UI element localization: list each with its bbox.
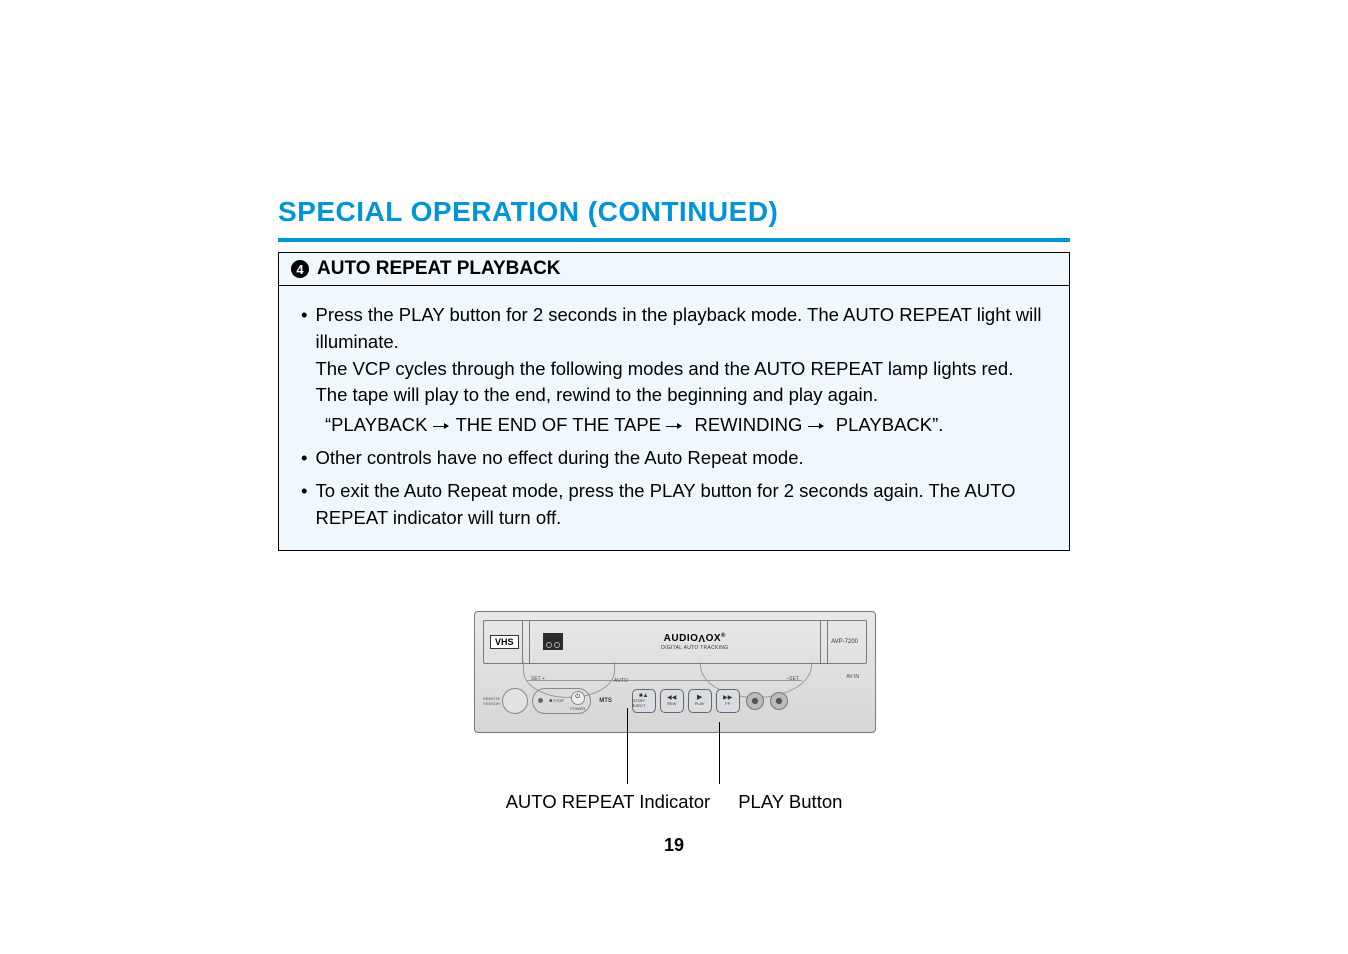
body-text: Press the PLAY button for 2 seconds in t… <box>315 302 1047 356</box>
page-number: 19 <box>0 835 1348 856</box>
device-top-panel: VHS AUDIOVOX® DIGITAL AUTO TRACKING AVP-… <box>483 620 867 664</box>
cassette-icon <box>543 633 563 650</box>
seq-text: PLAYBACK”. <box>836 414 944 435</box>
vhs-badge: VHS <box>490 635 519 649</box>
av-jack <box>746 692 764 710</box>
body-text: Other controls have no effect during the… <box>315 445 803 472</box>
callout-line <box>719 722 720 784</box>
box-body: • Press the PLAY button for 2 seconds in… <box>279 286 1069 550</box>
sequence-line: “PLAYBACK THE END OF THE TAPE REWINDING … <box>325 412 1047 439</box>
body-text: To exit the Auto Repeat mode, press the … <box>315 478 1047 532</box>
info-box: 4 AUTO REPEAT PLAYBACK • Press the PLAY … <box>278 252 1070 551</box>
seq-text: THE END OF THE TAPE <box>455 414 661 435</box>
stop-button: ■ STOP <box>549 698 564 704</box>
bullet-item: • Other controls have no effect during t… <box>301 445 1047 472</box>
led-indicator <box>538 698 543 703</box>
bullet-item: • To exit the Auto Repeat mode, press th… <box>301 478 1047 532</box>
av-jack <box>770 692 788 710</box>
bullet-item: • Press the PLAY button for 2 seconds in… <box>301 302 1047 409</box>
box-header: 4 AUTO REPEAT PLAYBACK <box>279 253 1069 286</box>
device-illustration: VHS AUDIOVOX® DIGITAL AUTO TRACKING AVP-… <box>474 611 874 813</box>
power-button: ⏻ POWER <box>570 691 585 711</box>
body-text: The VCP cycles through the following mod… <box>315 356 1047 410</box>
auto-label: AUTO <box>614 678 628 684</box>
section-title: SPECIAL OPERATION (CONTINUED) <box>278 196 1348 228</box>
rew-button: ◀◀ REW <box>660 689 684 713</box>
bullet-dot: • <box>301 302 307 409</box>
stop-eject-button: ■▲ STOP/ EJECT <box>632 689 656 713</box>
step-number-badge: 4 <box>291 260 309 278</box>
divider <box>529 621 530 663</box>
play-button-callout: PLAY Button <box>738 791 842 813</box>
seq-text: “PLAYBACK <box>325 414 427 435</box>
ff-button: ▶▶ FF <box>716 689 740 713</box>
divider <box>820 621 821 663</box>
brand-label: AUDIOVOX® <box>573 633 818 644</box>
box-header-title: AUTO REPEAT PLAYBACK <box>317 258 561 280</box>
horizontal-rule <box>278 238 1070 242</box>
model-label: AVP-7200 <box>831 639 858 645</box>
play-button: ▶ PLAY <box>688 689 712 713</box>
bullet-dot: • <box>301 478 307 532</box>
control-group: ■ STOP ⏻ POWER <box>532 688 591 714</box>
mts-label: MTS <box>599 698 612 704</box>
divider <box>522 621 523 663</box>
divider <box>827 621 828 663</box>
callout-labels: AUTO REPEAT Indicator PLAY Button <box>474 791 874 813</box>
vcp-device: VHS AUDIOVOX® DIGITAL AUTO TRACKING AVP-… <box>474 611 876 733</box>
device-bottom-panel: SET + –SET AV IN REMOTESENSOR ■ STOP <box>483 670 867 724</box>
callout-line <box>627 708 628 784</box>
auto-repeat-callout: AUTO REPEAT Indicator <box>506 791 711 813</box>
remote-sensor <box>502 688 528 714</box>
bullet-dot: • <box>301 445 307 472</box>
av-in-label: AV IN <box>846 674 859 680</box>
brand-subtitle: DIGITAL AUTO TRACKING <box>573 645 818 651</box>
seq-text: REWINDING <box>694 414 802 435</box>
remote-sensor-label: REMOTESENSOR <box>483 696 500 706</box>
